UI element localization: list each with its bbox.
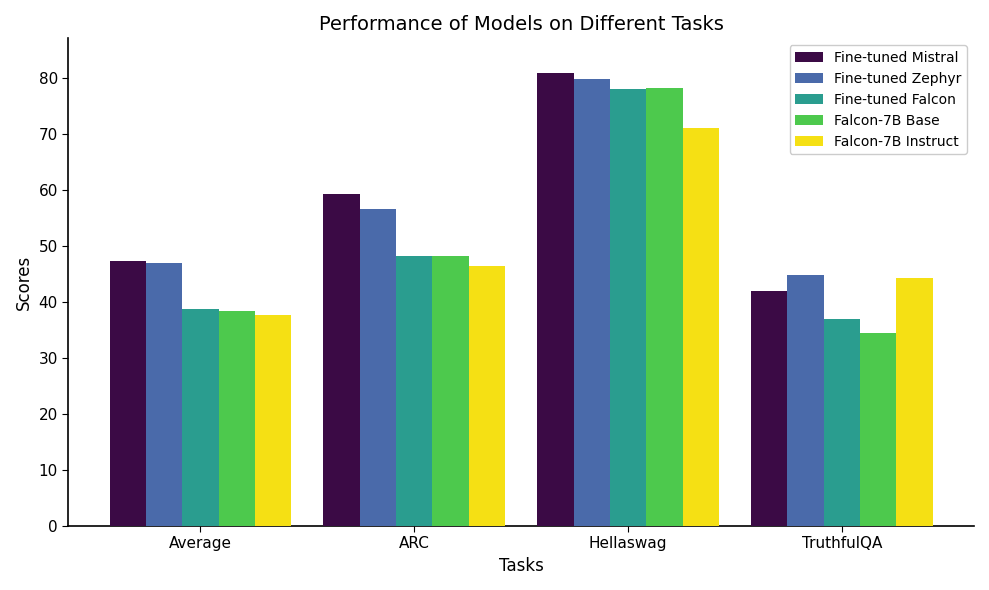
Bar <box>182 309 219 526</box>
Bar <box>860 333 896 526</box>
Y-axis label: Scores: Scores <box>15 254 33 310</box>
X-axis label: Tasks: Tasks <box>498 557 544 575</box>
Bar <box>255 315 292 526</box>
Bar <box>610 88 646 526</box>
Bar <box>682 128 719 526</box>
Bar <box>574 78 610 526</box>
Bar <box>469 267 505 526</box>
Bar <box>360 209 396 526</box>
Bar <box>396 256 432 526</box>
Bar <box>145 263 182 526</box>
Bar <box>787 275 824 526</box>
Bar <box>537 73 574 526</box>
Legend: Fine-tuned Mistral, Fine-tuned Zephyr, Fine-tuned Falcon, Falcon-7B Base, Falcon: Fine-tuned Mistral, Fine-tuned Zephyr, F… <box>789 45 967 154</box>
Bar <box>219 311 255 526</box>
Bar <box>751 291 787 526</box>
Bar <box>824 319 860 526</box>
Bar <box>896 278 933 526</box>
Bar <box>646 88 682 526</box>
Bar <box>323 194 360 526</box>
Bar <box>432 256 469 526</box>
Title: Performance of Models on Different Tasks: Performance of Models on Different Tasks <box>318 15 724 34</box>
Bar <box>110 261 145 526</box>
